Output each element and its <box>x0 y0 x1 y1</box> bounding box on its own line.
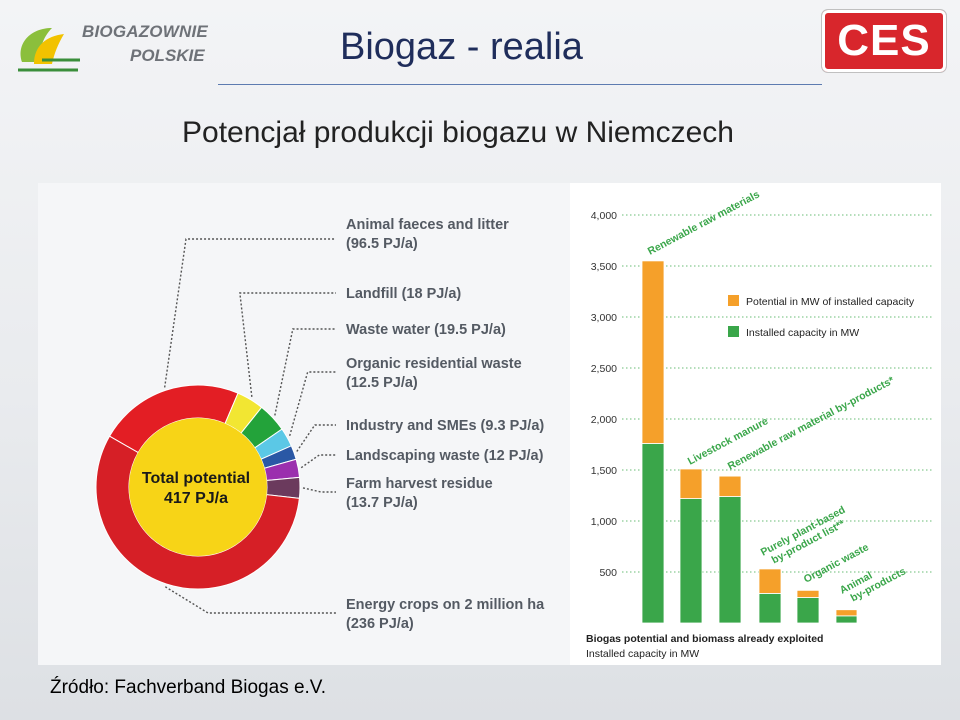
bar-installed <box>679 498 703 624</box>
ces-logo: CES <box>822 10 946 72</box>
slice-leader-line <box>296 424 336 452</box>
legend-swatch-installed <box>728 326 739 337</box>
slide-subtitle: Potencjał produkcji biogazu w Niemczech <box>182 116 734 149</box>
bar-potential <box>641 260 665 444</box>
slice-label-detail: (13.7 PJ/a) <box>346 495 418 511</box>
slice-leader-line <box>300 454 336 469</box>
potential-donut-panel: Total potential 417 PJ/a Animal faeces a… <box>38 183 570 665</box>
slice-leader-line <box>164 586 336 614</box>
title-divider <box>218 84 822 85</box>
ces-logo-text: CES <box>837 16 931 65</box>
bar-potential <box>835 609 858 617</box>
donut-center-disc <box>129 418 267 556</box>
y-tick-label: 2,000 <box>591 414 617 426</box>
slice-label: Waste water (19.5 PJ/a) <box>346 322 506 338</box>
slice-label: Energy crops on 2 million ha <box>346 597 545 613</box>
chart-caption-line2: Installed capacity in MW <box>586 648 699 660</box>
slice-leader-line <box>302 487 336 493</box>
bar-potential <box>758 568 782 594</box>
y-tick-label: 1,000 <box>591 516 617 528</box>
slice-label: Organic residential waste <box>346 356 522 372</box>
y-tick-label: 3,000 <box>591 312 617 324</box>
bar-potential <box>679 468 703 499</box>
logo-text-line1: BIOGAZOWNIE <box>82 22 208 41</box>
y-tick-label: 2,500 <box>591 363 617 375</box>
source-note: Źródło: Fachverband Biogas e.V. <box>50 677 327 698</box>
category-annotation: Renewable raw materials <box>646 188 762 257</box>
slice-leader-line <box>239 292 336 397</box>
y-tick-label: 500 <box>599 567 617 579</box>
potential-donut-chart: Total potential 417 PJ/a Animal faeces a… <box>95 217 545 632</box>
slice-label: Landscaping waste (12 PJ/a) <box>346 448 544 464</box>
y-tick-label: 3,500 <box>591 261 617 273</box>
slice-label: Industry and SMEs (9.3 PJ/a) <box>346 418 544 434</box>
capacity-bar-chart: 500 1,000 1,500 2,000 2,500 3,000 3,500 4,000 R… <box>586 188 932 660</box>
bar-installed <box>796 597 820 624</box>
bar-installed <box>835 615 858 624</box>
y-tick-label: 4,000 <box>591 210 617 222</box>
center-label-line2: 417 PJ/a <box>164 490 228 507</box>
slice-leader-line <box>289 371 336 436</box>
logo-text-line2: POLSKIE <box>130 46 205 65</box>
legend-label-installed: Installed capacity in MW <box>746 327 859 339</box>
bar-installed <box>718 496 742 624</box>
biogazownie-polskie-logo: BIOGAZOWNIE POLSKIE <box>12 20 232 80</box>
center-label-line1: Total potential <box>142 470 250 487</box>
bar-potential <box>796 589 820 598</box>
slice-label: Landfill (18 PJ/a) <box>346 286 461 302</box>
capacity-bar-panel: 500 1,000 1,500 2,000 2,500 3,000 3,500 4,000 R… <box>570 183 941 665</box>
chart-caption-line1: Biogas potential and biomass already exp… <box>586 633 823 645</box>
slice-label-detail: (12.5 PJ/a) <box>346 375 418 391</box>
legend-swatch-potential <box>728 295 739 306</box>
legend-label-potential: Potential in MW of installed capacity <box>746 296 915 308</box>
leaf-logo-icon <box>18 28 80 72</box>
slice-label: Animal faeces and litter <box>346 217 509 233</box>
slice-label: Farm harvest residue <box>346 476 493 492</box>
slice-leader-line <box>163 238 336 388</box>
page-title: Biogaz - realia <box>340 26 583 68</box>
slice-leader-line <box>274 328 336 416</box>
bar-installed <box>641 443 665 624</box>
y-tick-label: 1,500 <box>591 465 617 477</box>
slice-label-detail: (236 PJ/a) <box>346 616 414 632</box>
bar-installed <box>758 593 782 624</box>
slice-label-detail: (96.5 PJ/a) <box>346 236 418 252</box>
bar-potential <box>718 475 742 497</box>
